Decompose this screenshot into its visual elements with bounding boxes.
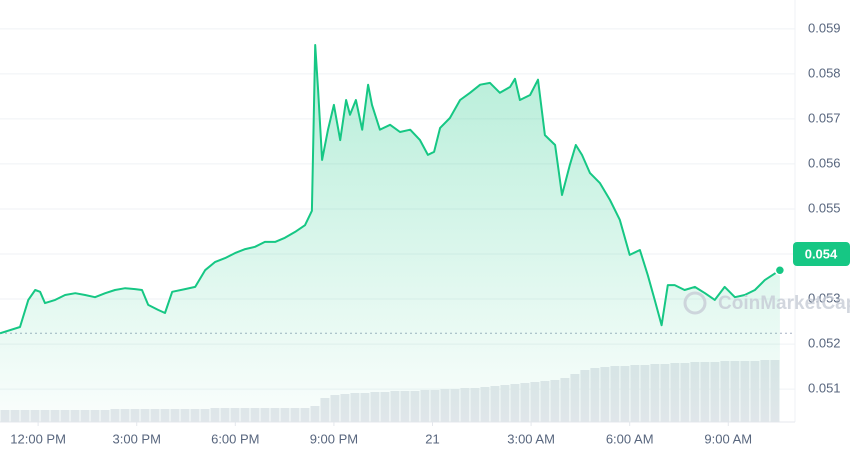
y-tick-label: 0.052 xyxy=(808,336,841,351)
price-badge xyxy=(793,242,850,267)
price-line xyxy=(0,44,781,335)
y-tick-label: 0.059 xyxy=(808,20,841,35)
x-tick-label: 3:00 PM xyxy=(113,431,161,446)
y-tick-label: 0.053 xyxy=(808,290,841,305)
y-tick-label: 0.058 xyxy=(808,65,841,80)
y-tick-label: 0.056 xyxy=(808,155,841,170)
x-tick-label: 12:00 PM xyxy=(10,431,66,446)
price-area xyxy=(0,45,780,422)
watermark: CoinMarketCap xyxy=(718,293,850,314)
x-tick-label: 9:00 AM xyxy=(704,431,752,446)
x-tick-label: 6:00 PM xyxy=(211,431,259,446)
x-tick-label: 6:00 AM xyxy=(606,431,654,446)
y-tick-label: 0.057 xyxy=(808,110,841,125)
price-badge-label: 0.054 xyxy=(805,246,838,261)
x-tick-label: 21 xyxy=(425,431,439,446)
x-tick-label: 3:00 AM xyxy=(507,431,555,446)
x-tick-label: 9:00 PM xyxy=(310,431,358,446)
y-tick-label: 0.055 xyxy=(808,200,841,215)
watermark-logo xyxy=(683,291,707,315)
last-point xyxy=(774,264,786,276)
y-tick-label: 0.051 xyxy=(808,381,841,396)
